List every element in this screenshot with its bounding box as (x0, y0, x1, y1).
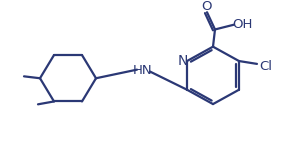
Text: OH: OH (232, 18, 252, 31)
Text: Cl: Cl (260, 60, 272, 73)
Text: O: O (202, 0, 212, 13)
Text: HN: HN (133, 64, 153, 77)
Text: N: N (178, 54, 188, 68)
